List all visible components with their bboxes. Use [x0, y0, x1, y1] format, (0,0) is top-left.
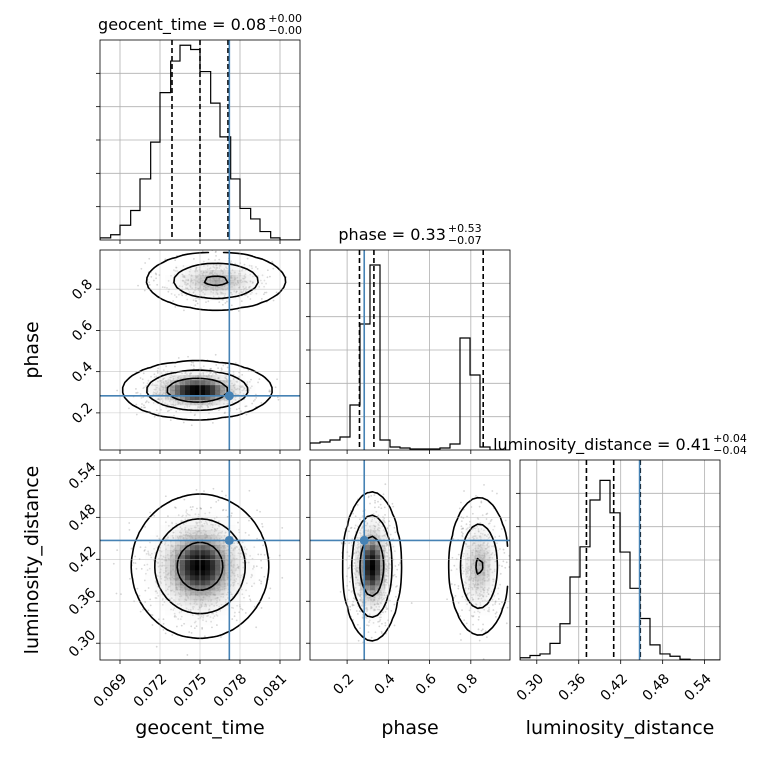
grid-lines — [100, 460, 300, 660]
grid-lines — [310, 460, 510, 660]
title-phase: phase = 0.33 +0.53−0.07 — [338, 222, 481, 247]
scatter-panel-geocent_time-vs-phase — [96, 249, 301, 454]
title-luminosity_distance: luminosity_distance = 0.41 +0.04−0.04 — [493, 432, 747, 457]
contour-lines — [130, 493, 270, 640]
axes-frame — [309, 459, 511, 661]
x-axis-label-geocent_time: geocent_time — [135, 717, 264, 739]
truth-marker — [224, 535, 234, 545]
truth-marker — [359, 535, 369, 545]
truth-marker — [224, 391, 234, 401]
grid-lines — [100, 250, 300, 450]
grid-lines — [310, 250, 510, 450]
y-axis-label-phase: phase — [21, 321, 43, 378]
scatter-panel-phase-vs-luminosity_distance — [306, 459, 511, 664]
hist-step-phase — [310, 264, 510, 450]
hist-panel-phase — [306, 249, 511, 454]
hist-panel-luminosity_distance — [516, 459, 721, 664]
scatter-panel-geocent_time-vs-luminosity_distance — [96, 459, 301, 664]
title-geocent_time: geocent_time = 0.08 +0.00−0.00 — [98, 12, 302, 37]
hist-step-geocent_time — [100, 44, 300, 240]
hist-panel-geocent_time — [96, 39, 301, 244]
density-shading — [145, 510, 256, 626]
x-axis-label-luminosity_distance: luminosity_distance — [526, 717, 715, 739]
x-axis-label-phase: phase — [381, 717, 438, 739]
contour-lines — [341, 491, 509, 642]
y-axis-label-luminosity_distance: luminosity_distance — [21, 466, 43, 655]
hist-step-luminosity_distance — [520, 479, 720, 660]
